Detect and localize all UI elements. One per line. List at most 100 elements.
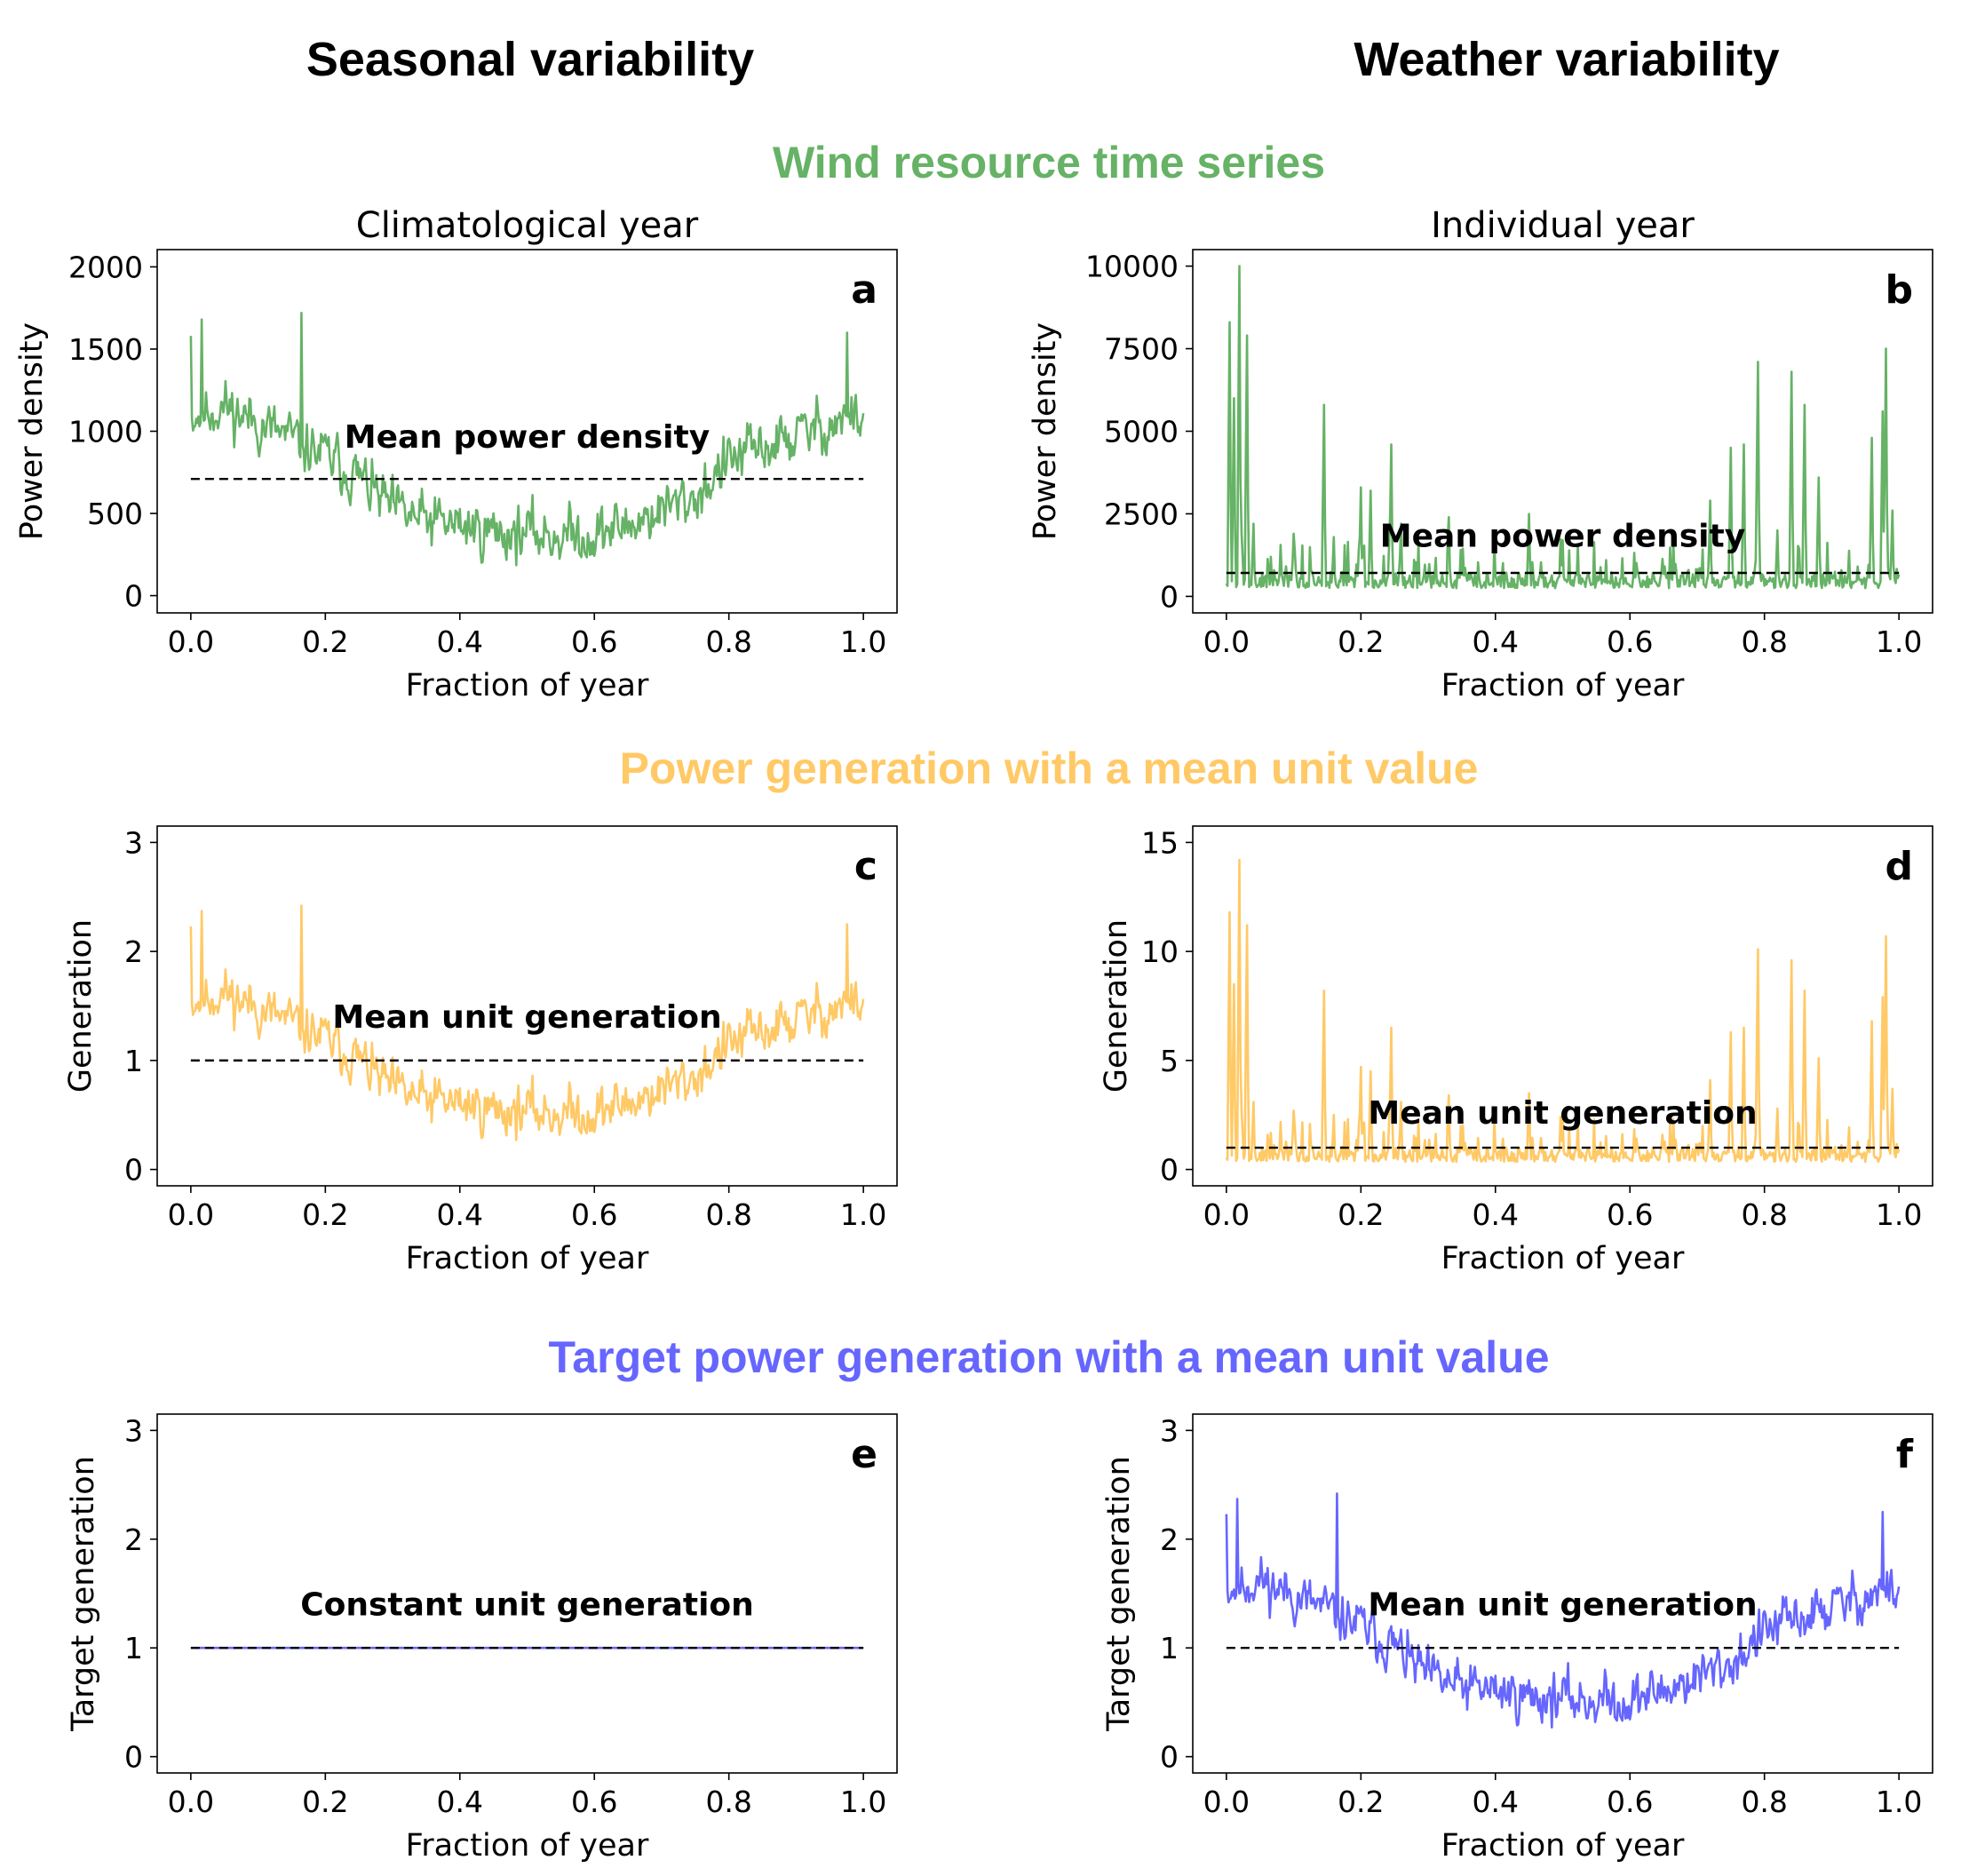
x-tick-label-a: 0.6 — [571, 624, 617, 659]
x-tick-label-d: 1.0 — [1876, 1197, 1922, 1232]
y-tick-label-a: 2000 — [68, 250, 143, 284]
y-axis-label-f: Target generation — [1101, 1456, 1137, 1732]
panel-letter-b: b — [1886, 267, 1914, 313]
y-tick-label-d: 0 — [1160, 1153, 1179, 1188]
panel-title-b: Individual year — [1431, 205, 1695, 246]
y-tick-label-a: 1500 — [68, 332, 143, 367]
y-tick-label-d: 5 — [1160, 1044, 1179, 1078]
panel-title-a: Climatological year — [356, 205, 699, 246]
y-tick-label-d: 15 — [1141, 825, 1179, 860]
x-axis-label-d: Fraction of year — [1441, 1241, 1685, 1276]
panel-d: 0.0 0.2 0.4 0.6 0.8 1.0 0 5 10 15 Fraction of year… — [1099, 825, 1933, 1276]
y-tick-label-c: 3 — [124, 825, 143, 860]
plot-frame-d — [1192, 825, 1933, 1187]
plot-frame-c — [156, 825, 898, 1187]
x-tick-label-c: 0.8 — [705, 1197, 751, 1232]
panel-letter-c: c — [854, 844, 877, 889]
panel-a: 0.0 0.2 0.4 0.6 0.8 1.0 0 500 1000 1500 2000 Fracti… — [14, 205, 898, 704]
panel-e: 0.0 0.2 0.4 0.6 0.8 1.0 0 1 2 3 Fraction of year Ta… — [66, 1413, 898, 1864]
y-tick-label-f: 1 — [1160, 1631, 1179, 1665]
x-axis-label-e: Fraction of year — [406, 1828, 649, 1864]
annotation-d: Mean unit generation — [1368, 1095, 1757, 1132]
y-tick-label-f: 3 — [1160, 1413, 1179, 1448]
y-axis-label-c: Generation — [63, 919, 99, 1093]
x-tick-label-c: 1.0 — [840, 1197, 886, 1232]
y-tick-label-b: 0 — [1160, 579, 1179, 614]
x-tick-label-d: 0.8 — [1741, 1197, 1787, 1232]
y-tick-label-c: 0 — [124, 1153, 143, 1188]
x-tick-label-f: 1.0 — [1876, 1785, 1922, 1819]
x-tick-label-a: 0.0 — [168, 624, 214, 659]
column-title-weather: Weather variability — [1354, 33, 1779, 86]
x-tick-label-c: 0.0 — [168, 1197, 214, 1232]
y-tick-label-e: 3 — [124, 1413, 143, 1448]
x-axis-label-b: Fraction of year — [1441, 668, 1685, 704]
annotation-e: Constant unit generation — [300, 1586, 754, 1623]
x-tick-label-d: 0.6 — [1607, 1197, 1653, 1232]
panel-letter-f: f — [1896, 1432, 1914, 1477]
y-tick-label-a: 1000 — [68, 415, 143, 449]
y-axis-label-b: Power density — [1028, 322, 1063, 540]
panel-letter-e: e — [851, 1432, 877, 1477]
x-tick-label-a: 1.0 — [840, 624, 886, 659]
series-line-f — [1225, 1492, 1901, 1729]
y-tick-label-a: 0 — [124, 579, 143, 614]
row-title-power-generation: Power generation with a mean unit value — [620, 743, 1479, 793]
y-tick-label-b: 10000 — [1085, 250, 1179, 284]
x-tick-label-f: 0.2 — [1338, 1785, 1384, 1819]
panel-c: 0.0 0.2 0.4 0.6 0.8 1.0 0 1 2 3 Fraction of year Ge… — [63, 825, 898, 1276]
x-tick-label-b: 1.0 — [1876, 624, 1922, 659]
x-tick-label-b: 0.8 — [1741, 624, 1787, 659]
x-tick-label-e: 0.2 — [302, 1785, 348, 1819]
x-axis-label-f: Fraction of year — [1441, 1828, 1685, 1864]
y-tick-label-c: 2 — [124, 934, 143, 969]
x-tick-label-f: 0.4 — [1473, 1785, 1519, 1819]
x-tick-label-f: 0.0 — [1203, 1785, 1250, 1819]
y-tick-label-f: 0 — [1160, 1740, 1179, 1775]
x-tick-label-e: 0.8 — [705, 1785, 751, 1819]
x-tick-label-b: 0.0 — [1203, 624, 1250, 659]
plot-frame-f — [1192, 1413, 1933, 1774]
y-tick-label-d: 10 — [1141, 934, 1179, 969]
x-axis-label-a: Fraction of year — [406, 668, 649, 704]
x-tick-label-e: 0.6 — [571, 1785, 617, 1819]
y-tick-label-e: 0 — [124, 1740, 143, 1775]
series-line-c — [189, 904, 865, 1141]
column-title-seasonal: Seasonal variability — [306, 33, 754, 86]
x-tick-label-d: 0.0 — [1203, 1197, 1250, 1232]
y-axis-label-d: Generation — [1099, 919, 1134, 1093]
y-tick-label-e: 1 — [124, 1631, 143, 1665]
panel-b: 0.0 0.2 0.4 0.6 0.8 1.0 0 2500 5000 7500 10000 Frac… — [1028, 205, 1933, 704]
y-tick-label-b: 2500 — [1104, 497, 1179, 531]
row-title-target-generation: Target power generation with a mean unit… — [548, 1332, 1549, 1382]
x-tick-label-e: 0.0 — [168, 1785, 214, 1819]
annotation-b: Mean power density — [1380, 519, 1745, 555]
x-tick-label-d: 0.2 — [1338, 1197, 1384, 1232]
x-axis-label-c: Fraction of year — [406, 1241, 649, 1276]
y-tick-label-f: 2 — [1160, 1522, 1179, 1557]
x-tick-label-e: 0.4 — [437, 1785, 483, 1819]
y-tick-label-e: 2 — [124, 1522, 143, 1557]
y-tick-label-c: 1 — [124, 1044, 143, 1078]
x-tick-label-d: 0.4 — [1473, 1197, 1519, 1232]
annotation-f: Mean unit generation — [1368, 1586, 1757, 1623]
x-tick-label-b: 0.2 — [1338, 624, 1384, 659]
y-axis-label-a: Power density — [14, 322, 50, 540]
panel-letter-a: a — [851, 267, 877, 313]
x-tick-label-c: 0.6 — [571, 1197, 617, 1232]
row-title-wind-resource: Wind resource time series — [773, 138, 1325, 187]
x-tick-label-f: 0.6 — [1607, 1785, 1653, 1819]
annotation-c: Mean unit generation — [332, 999, 721, 1036]
plot-frame-e — [156, 1413, 898, 1774]
series-line-a — [189, 312, 865, 567]
y-tick-label-b: 5000 — [1104, 415, 1179, 449]
y-tick-label-b: 7500 — [1104, 332, 1179, 367]
panel-f: 0.0 0.2 0.4 0.6 0.8 1.0 0 1 2 3 Fraction of year Ta… — [1101, 1413, 1933, 1864]
y-axis-label-e: Target generation — [66, 1456, 101, 1732]
x-tick-label-c: 0.4 — [437, 1197, 483, 1232]
x-tick-label-e: 1.0 — [840, 1785, 886, 1819]
x-tick-label-a: 0.8 — [705, 624, 751, 659]
x-tick-label-a: 0.2 — [302, 624, 348, 659]
y-tick-label-a: 500 — [87, 497, 143, 531]
